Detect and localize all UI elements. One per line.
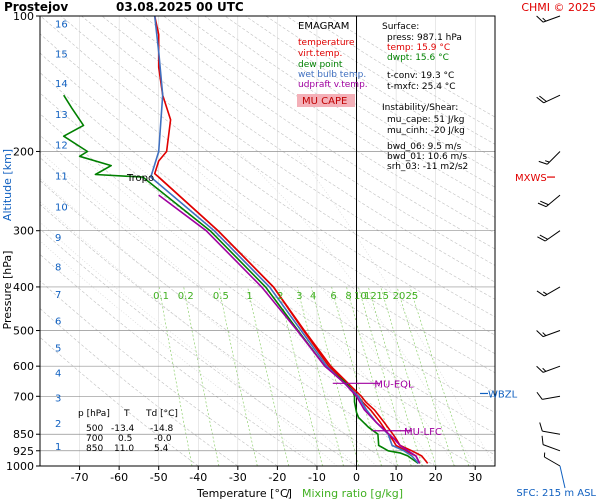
y-tick-label: 100 (13, 10, 34, 23)
altitude-tick-label: 12 (55, 141, 68, 152)
x-axis-label-2: Mixing ratio [g/kg] (302, 487, 403, 500)
mu-eql-label: MU-EQL (374, 379, 414, 390)
table-cell: -13.4 (111, 424, 135, 434)
y-axis-label-2: Altitude [km] (1, 149, 14, 221)
surface-tmxfc: t-mxfc: 25.4 °C (387, 82, 456, 92)
altitude-tick-label: 3 (55, 394, 61, 405)
altitude-tick-label: 1 (55, 442, 61, 453)
y-tick-label: 300 (13, 225, 34, 238)
altitude-tick-label: 9 (55, 233, 61, 244)
surface-press: press: 987.1 hPa (387, 33, 462, 43)
altitude-tick-label: 11 (55, 171, 68, 182)
y-tick-label: 200 (13, 145, 34, 158)
sfc-label: SFC: 215 m ASL (516, 488, 596, 499)
altitude-tick-label: 6 (55, 317, 61, 328)
mixing-ratio-label: 0.1 (153, 291, 169, 302)
mixing-ratio-label: 0.2 (178, 291, 194, 302)
legend-entry: virt.temp. (298, 49, 342, 59)
mu-cape-value: mu_cape: 51 J/kg (387, 115, 465, 125)
table-cell: -14.8 (150, 424, 174, 434)
x-tick-label: -70 (71, 471, 89, 484)
y-tick-label: 400 (13, 281, 34, 294)
x-axis-label-separator: / (286, 487, 290, 500)
diagram-type: EMAGRAM (298, 21, 349, 32)
mixing-ratio-label: 3 (296, 291, 302, 302)
x-tick-label: 30 (468, 471, 482, 484)
table-cell: 5.4 (154, 444, 169, 454)
y-tick-label: 925 (13, 445, 34, 458)
mixing-ratio-label: 2 (277, 291, 283, 302)
level-table: p [hPa] T Td [°C] 500 -13.4 -14.8 700 0.… (78, 409, 178, 454)
table-cell: 700 (86, 434, 103, 444)
y-tick-label: 850 (13, 428, 34, 441)
x-tick-label: -50 (150, 471, 168, 484)
x-tick-label: -20 (268, 471, 286, 484)
surface-title: Surface: (382, 22, 419, 32)
surface-tconv: t-conv: 19.3 °C (387, 71, 454, 81)
altitude-tick-label: 14 (55, 79, 68, 90)
altitude-tick-label: 8 (55, 262, 61, 273)
mixing-ratio-label: 6 (330, 291, 336, 302)
y-tick-label: 700 (13, 390, 34, 403)
srh-03-value: srh_03: -11 m2/s2 (387, 162, 468, 172)
altitude-tick-label: 15 (55, 49, 68, 60)
table-cell: 850 (86, 444, 103, 454)
altitude-tick-label: 2 (55, 419, 61, 430)
sounding-datetime: 03.08.2025 00 UTC (116, 0, 244, 14)
table-header-t: T (123, 409, 130, 419)
mixing-ratio-label: 12 (364, 291, 377, 302)
mixing-ratio-label: 20 (393, 291, 406, 302)
x-tick-label: -60 (110, 471, 128, 484)
bwd-01-value: bwd_01: 10.6 m/s (387, 152, 467, 162)
x-tick-label: -30 (229, 471, 247, 484)
legend-entry: udpraft v.temp. (298, 80, 368, 90)
x-tick-label: -10 (308, 471, 326, 484)
mixing-ratio-label: 0.5 (213, 291, 229, 302)
y-tick-label: 600 (13, 360, 34, 373)
y-axis-label: Pressure [hPa] (1, 251, 14, 330)
altitude-tick-label: 16 (55, 20, 68, 31)
mixing-ratio-label: 25 (406, 291, 419, 302)
source-label: CHMI © 2025 (521, 1, 596, 14)
instability-title: Instability/Shear: (382, 103, 458, 113)
legend-entry: dew point (298, 60, 343, 70)
table-cell: 11.0 (114, 444, 134, 454)
x-tick-label: 20 (429, 471, 443, 484)
mu-cinh-value: mu_cinh: -20 J/kg (387, 126, 465, 136)
x-tick-label: -40 (189, 471, 207, 484)
table-header-p: p [hPa] (78, 409, 110, 419)
y-tick-label: 1000 (6, 460, 34, 473)
x-tick-label: 0 (353, 471, 360, 484)
table-cell: 500 (86, 424, 103, 434)
mxws-label: MXWS (515, 173, 547, 184)
altitude-tick-label: 10 (55, 202, 68, 213)
legend-entry: wet bulb temp. (298, 70, 366, 80)
mixing-ratio-label: 4 (310, 291, 316, 302)
altitude-tick-label: 7 (55, 290, 61, 301)
mixing-ratio-label: 8 (345, 291, 351, 302)
x-axis-label: Temperature [°C] (196, 487, 292, 500)
mixing-ratio-label: 1 (246, 291, 252, 302)
mixing-ratio-label: 15 (376, 291, 389, 302)
table-header-td: Td [°C] (145, 409, 178, 419)
mu-lfc-label: MU-LFC (404, 427, 442, 438)
tropopause-label: Tropo (126, 173, 154, 184)
legend-entry: temperature (298, 38, 355, 48)
x-tick-label: 10 (389, 471, 403, 484)
y-tick-label: 500 (13, 325, 34, 338)
mu-cape-label: MU CAPE (302, 96, 347, 107)
wbzl-label: WBZL (488, 389, 518, 400)
altitude-tick-label: 4 (55, 369, 61, 380)
altitude-tick-label: 5 (55, 343, 61, 354)
altitude-tick-label: 13 (55, 110, 68, 121)
table-cell: -0.0 (154, 434, 172, 444)
table-cell: 0.5 (118, 434, 132, 444)
surface-dwpt: dwpt: 15.6 °C (387, 53, 449, 63)
bwd-06-value: bwd_06: 9.5 m/s (387, 142, 462, 152)
surface-temp: temp: 15.9 °C (387, 43, 450, 53)
